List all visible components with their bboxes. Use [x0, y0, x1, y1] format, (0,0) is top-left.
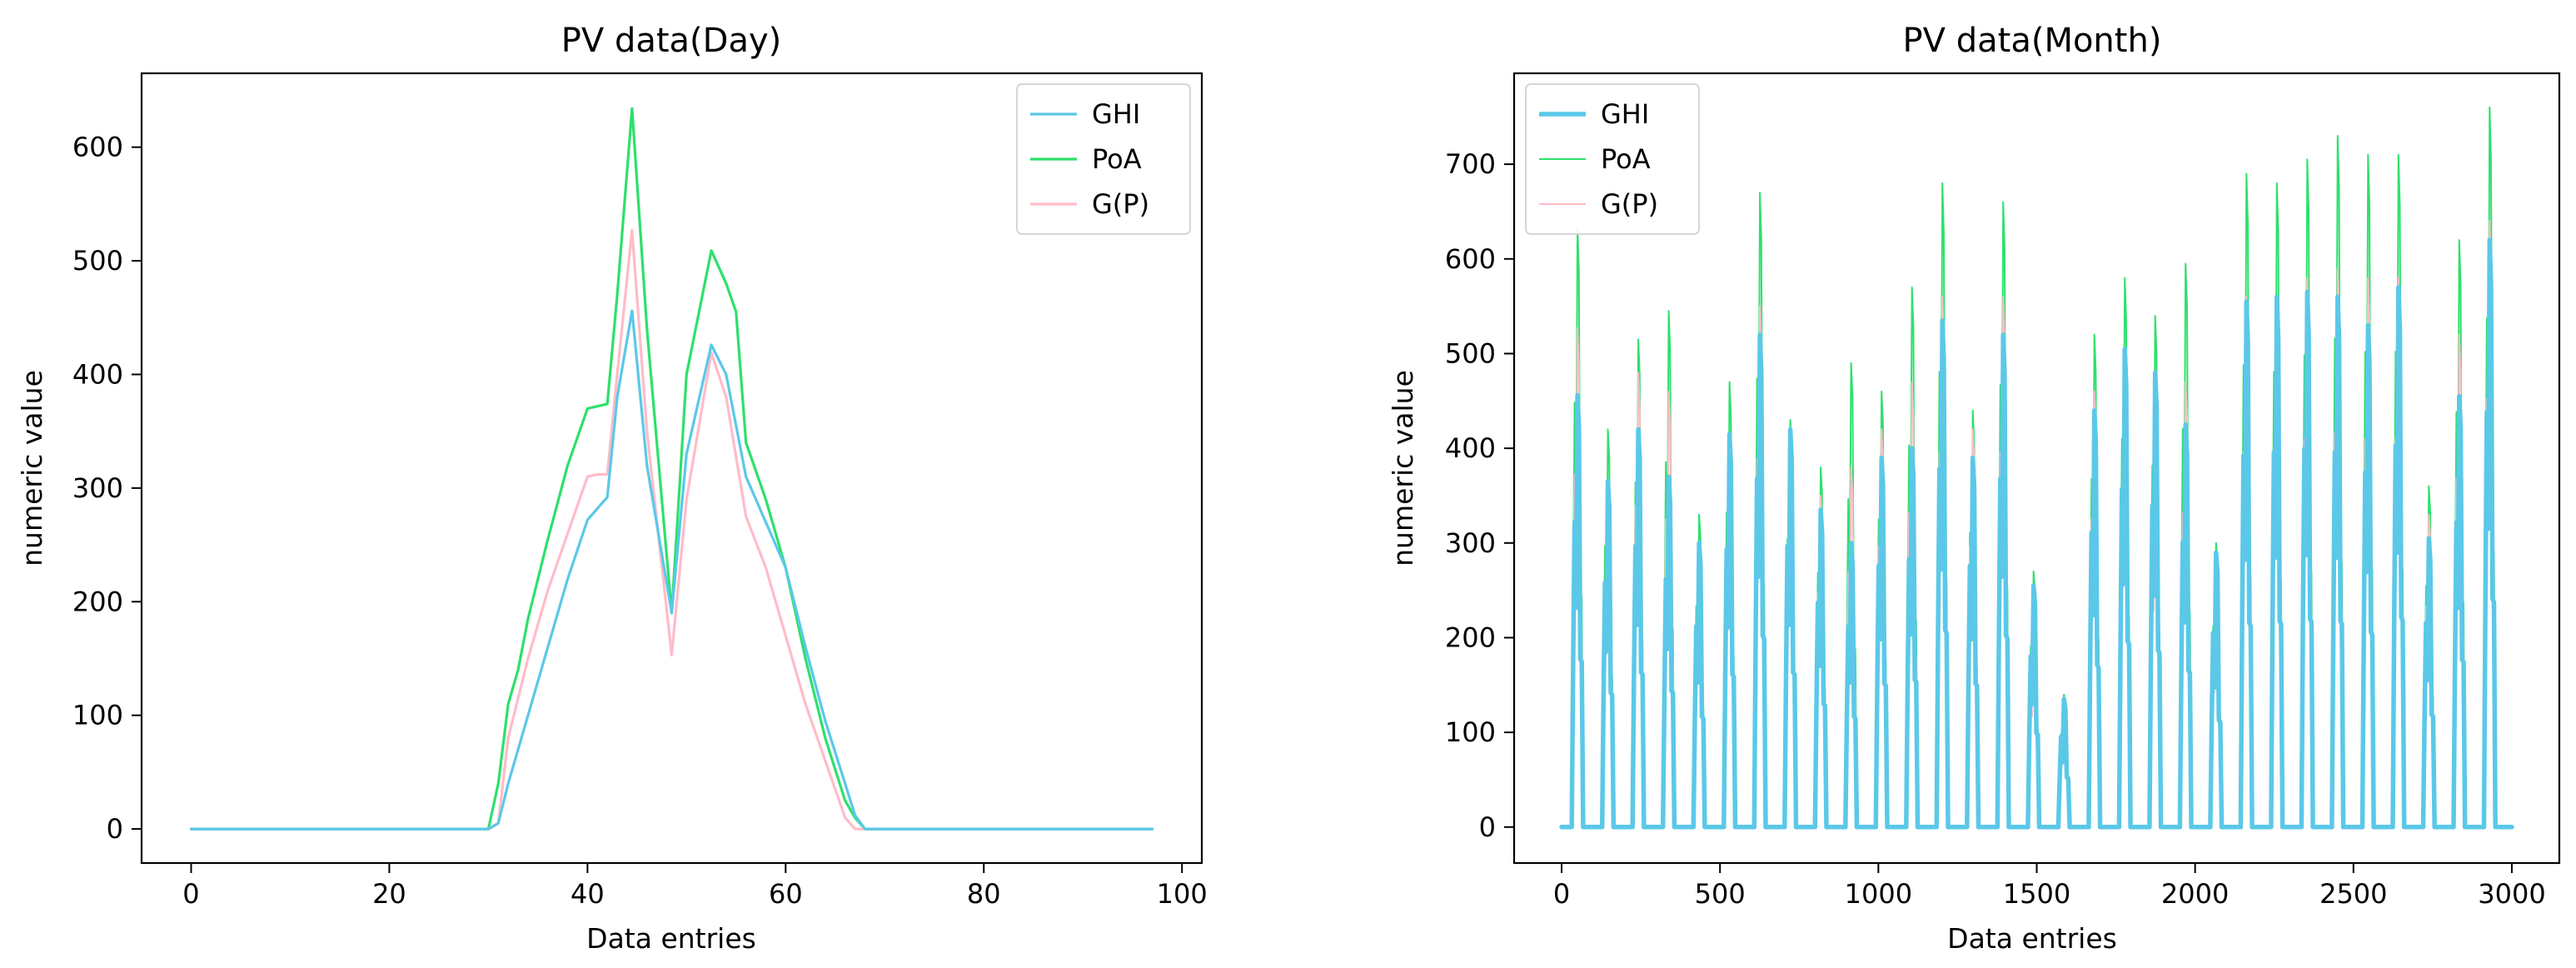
- x-tick-label: 20: [372, 878, 406, 910]
- x-tick-label: 80: [967, 878, 1001, 910]
- plot-area: [1559, 106, 2514, 830]
- x-axis-label: Data entries: [586, 922, 756, 955]
- x-tick-label: 0: [1553, 878, 1570, 910]
- x-tick-label: 60: [769, 878, 803, 910]
- y-tick-label: 400: [1445, 432, 1496, 464]
- x-tick-label: 0: [182, 878, 199, 910]
- y-tick-label: 600: [72, 132, 123, 163]
- legend-label: PoA: [1092, 143, 1142, 175]
- y-tick-label: 400: [72, 358, 123, 390]
- plot-frame: [140, 72, 1203, 865]
- y-tick-label: 200: [72, 586, 123, 617]
- x-tick-label: 2500: [2319, 878, 2387, 910]
- legend-label: G(P): [1092, 188, 1149, 220]
- x-tick-label: 3000: [2478, 878, 2545, 910]
- chart-pv-day: PV data(Day) 0 20 40 60 80 100 0 100 200 300 400 50…: [16, 22, 1208, 955]
- series-line-poa: [189, 107, 1154, 831]
- y-tick-label: 100: [72, 700, 123, 731]
- series-line-gp: [189, 228, 1154, 831]
- chart-title: PV data(Day): [561, 22, 782, 60]
- y-tick-label: 600: [1445, 243, 1496, 275]
- chart-pv-month: PV data(Month) 0 500 1000 1500 2000 2500 30000…: [1387, 22, 2561, 955]
- x-tick-label: 40: [571, 878, 605, 910]
- x-tick-label: 1500: [2003, 878, 2070, 910]
- plot-area: [189, 107, 1154, 831]
- y-axis-label: numeric value: [16, 370, 48, 566]
- legend-box: [1016, 83, 1191, 235]
- plot-frame: [1512, 72, 2561, 865]
- legend-label: PoA: [1601, 143, 1651, 175]
- legend-label: GHI: [1092, 98, 1140, 130]
- y-tick-label: 700: [1445, 148, 1496, 180]
- y-tick-label: 0: [107, 813, 123, 845]
- x-tick-label: 100: [1157, 878, 1208, 910]
- ticks: 0 500 1000 1500 2000 2500 3000 0 100 200 300 400 500…: [1445, 148, 2546, 910]
- x-axis-label: Data entries: [1947, 922, 2117, 955]
- legend: GHI PoA G(P): [1525, 83, 1700, 235]
- chart-title: PV data(Month): [1903, 22, 2162, 60]
- y-tick-label: 300: [1445, 527, 1496, 559]
- y-axis-label: numeric value: [1387, 370, 1419, 566]
- y-tick-label: 300: [72, 472, 123, 504]
- x-tick-label: 1000: [1845, 878, 1912, 910]
- legend-label: GHI: [1601, 98, 1649, 130]
- legend-box: [1525, 83, 1700, 235]
- y-tick-label: 200: [1445, 621, 1496, 653]
- series-line-ghi: [1559, 237, 2514, 830]
- ticks: 0 20 40 60 80 100 0 100 200 300 400 500 600: [72, 132, 1208, 910]
- x-tick-label: 500: [1695, 878, 1746, 910]
- series-line-ghi: [189, 309, 1154, 831]
- legend-label: G(P): [1601, 188, 1658, 220]
- legend: GHI PoA G(P): [1016, 83, 1191, 235]
- x-tick-label: 2000: [2161, 878, 2229, 910]
- y-tick-label: 100: [1445, 716, 1496, 748]
- y-tick-label: 500: [1445, 337, 1496, 369]
- y-tick-label: 0: [1479, 811, 1496, 843]
- y-tick-label: 500: [72, 245, 123, 277]
